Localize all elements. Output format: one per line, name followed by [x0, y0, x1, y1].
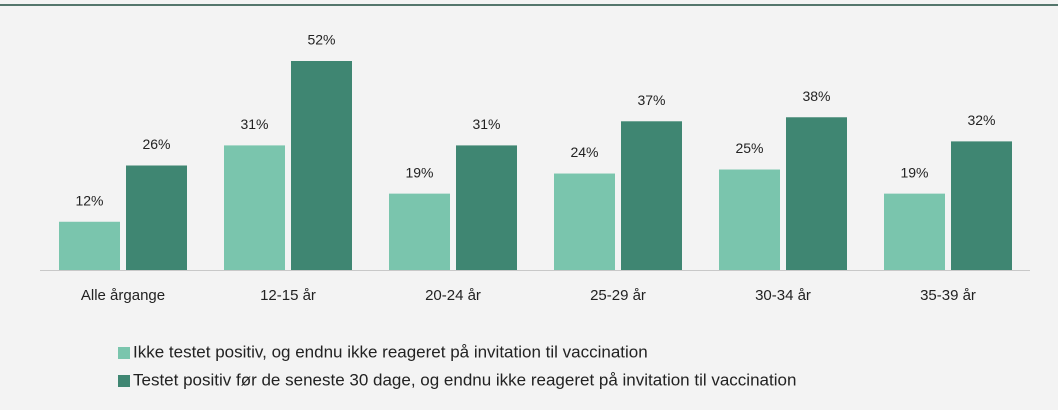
data-label: 25% [735, 140, 763, 156]
bar [621, 121, 682, 271]
bar [719, 169, 780, 270]
data-label: 19% [405, 164, 433, 180]
bar [59, 221, 120, 270]
bar [554, 173, 615, 270]
x-tick-label: 35-39 år [920, 287, 976, 304]
x-tick-label: 30-34 år [755, 287, 811, 304]
legend-swatch [118, 347, 130, 359]
bar [951, 141, 1012, 270]
data-label: 31% [240, 116, 268, 132]
bar [456, 145, 517, 270]
bar [224, 145, 285, 270]
x-tick-label: 12-15 år [260, 287, 316, 304]
data-label: 52% [307, 32, 335, 48]
bar [126, 165, 187, 270]
data-label: 38% [802, 88, 830, 104]
legend-label: Testet positiv før de seneste 30 dage, o… [133, 370, 796, 389]
legend-label: Ikke testet positiv, og endnu ikke reage… [133, 342, 648, 361]
data-label: 37% [637, 92, 665, 108]
bar [291, 61, 352, 270]
x-tick-label: Alle årgange [81, 287, 165, 304]
bar [786, 117, 847, 271]
bar [389, 193, 450, 270]
x-tick-label: 25-29 år [590, 287, 646, 304]
data-label: 24% [570, 144, 598, 160]
legend-swatch [118, 375, 130, 387]
data-label: 31% [472, 116, 500, 132]
bar [884, 193, 945, 270]
data-label: 19% [900, 164, 928, 180]
x-tick-label: 20-24 år [425, 287, 481, 304]
data-label: 12% [75, 192, 103, 208]
data-label: 26% [142, 136, 170, 152]
data-label: 32% [967, 112, 995, 128]
